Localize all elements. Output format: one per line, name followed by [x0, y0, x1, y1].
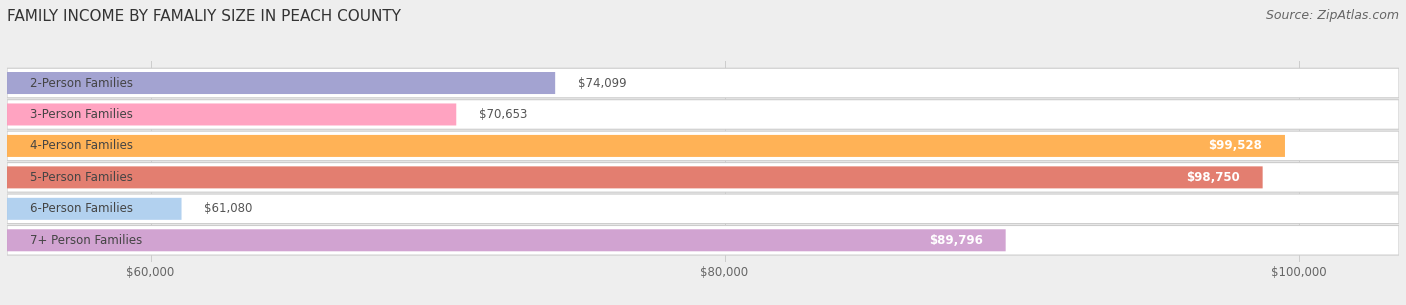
Text: 7+ Person Families: 7+ Person Families	[30, 234, 142, 247]
Text: 6-Person Families: 6-Person Families	[30, 202, 134, 215]
Text: 5-Person Families: 5-Person Families	[30, 171, 132, 184]
Text: $98,750: $98,750	[1185, 171, 1240, 184]
FancyBboxPatch shape	[7, 135, 1285, 157]
FancyBboxPatch shape	[7, 131, 1399, 161]
FancyBboxPatch shape	[7, 163, 1399, 192]
Text: 2-Person Families: 2-Person Families	[30, 77, 134, 89]
Text: $70,653: $70,653	[479, 108, 527, 121]
Text: 3-Person Families: 3-Person Families	[30, 108, 132, 121]
FancyBboxPatch shape	[7, 198, 181, 220]
Text: $61,080: $61,080	[204, 202, 253, 215]
FancyBboxPatch shape	[7, 194, 1399, 224]
Text: Source: ZipAtlas.com: Source: ZipAtlas.com	[1265, 9, 1399, 22]
FancyBboxPatch shape	[7, 72, 555, 94]
Text: $99,528: $99,528	[1208, 139, 1263, 152]
FancyBboxPatch shape	[7, 68, 1399, 98]
Text: $89,796: $89,796	[929, 234, 983, 247]
Text: FAMILY INCOME BY FAMALIY SIZE IN PEACH COUNTY: FAMILY INCOME BY FAMALIY SIZE IN PEACH C…	[7, 9, 401, 24]
FancyBboxPatch shape	[7, 229, 1005, 251]
FancyBboxPatch shape	[7, 100, 1399, 129]
FancyBboxPatch shape	[7, 166, 1263, 188]
Text: $74,099: $74,099	[578, 77, 627, 89]
FancyBboxPatch shape	[7, 103, 457, 125]
Text: 4-Person Families: 4-Person Families	[30, 139, 134, 152]
FancyBboxPatch shape	[7, 225, 1399, 255]
